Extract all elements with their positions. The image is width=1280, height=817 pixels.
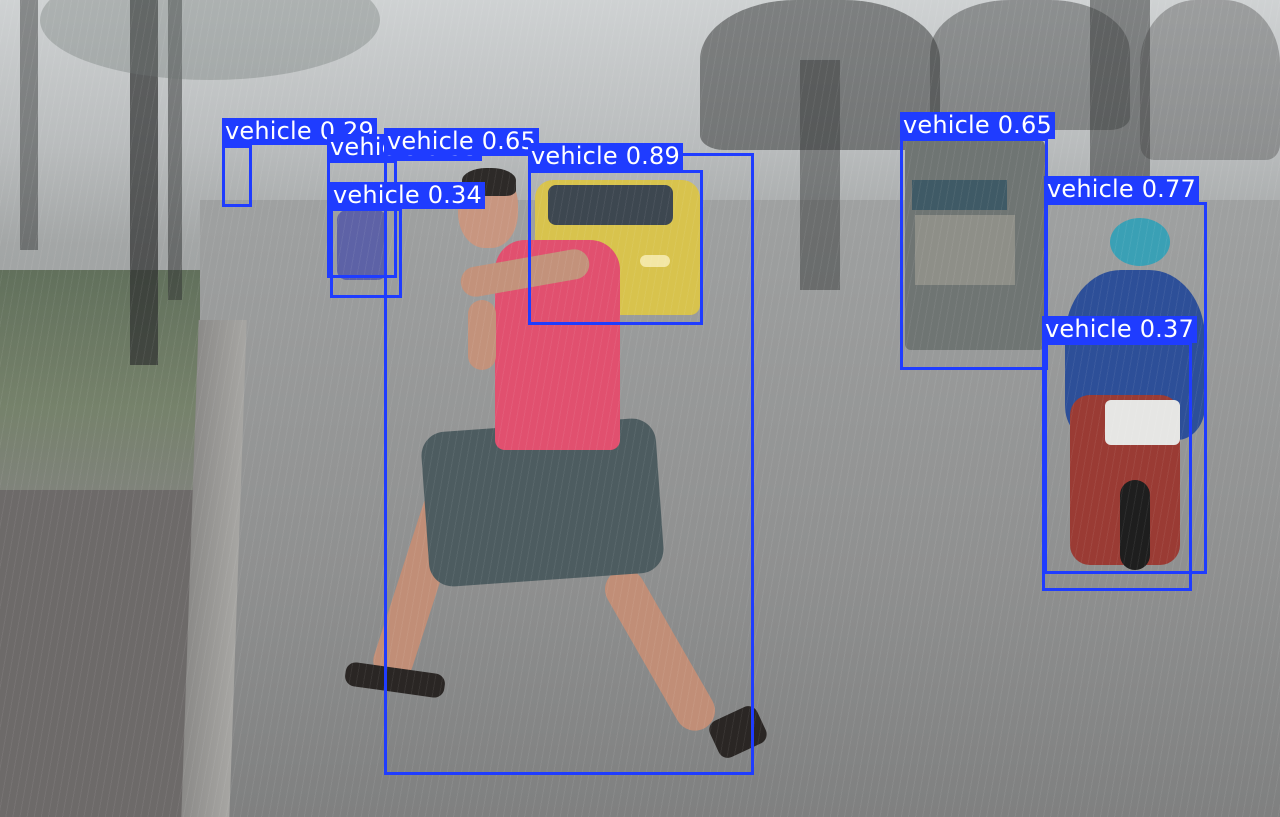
- tree-foliage: [1140, 0, 1280, 160]
- taxi-headlight: [640, 255, 670, 267]
- tree-trunk: [1090, 0, 1150, 200]
- detection-box: [327, 160, 397, 278]
- sidewalk: [0, 490, 200, 817]
- detection-label: vehicle 0.65: [384, 128, 539, 155]
- scooter-basket: [1105, 400, 1180, 445]
- person-arm: [468, 300, 496, 370]
- detection-label: vehicle 0.65: [900, 112, 1055, 139]
- distant-motorcycle: [337, 210, 387, 280]
- scooter-wheel: [1120, 480, 1150, 570]
- tree-trunk: [20, 0, 38, 250]
- detection-label: vehicle 0.89: [528, 143, 683, 170]
- grass-verge: [0, 270, 200, 500]
- detection-box: [900, 138, 1048, 370]
- detection-box: [1042, 342, 1192, 591]
- tree-trunk: [168, 0, 182, 300]
- rider-helmet: [1110, 218, 1170, 266]
- detection-box: [330, 208, 402, 298]
- detection-box: [1044, 202, 1207, 574]
- taxi-windshield: [548, 185, 673, 225]
- tree-foliage: [930, 0, 1130, 130]
- tricycle-window: [912, 180, 1007, 210]
- detection-label: vehicle 0.77: [1044, 176, 1199, 203]
- tree-trunk: [130, 0, 158, 365]
- tricycle-panel: [915, 215, 1015, 285]
- detection-box: [528, 170, 703, 325]
- detection-label: vehicle 0.37: [1042, 316, 1197, 343]
- detection-label: vehicle 0.34: [330, 182, 485, 209]
- detection-box: [222, 145, 252, 207]
